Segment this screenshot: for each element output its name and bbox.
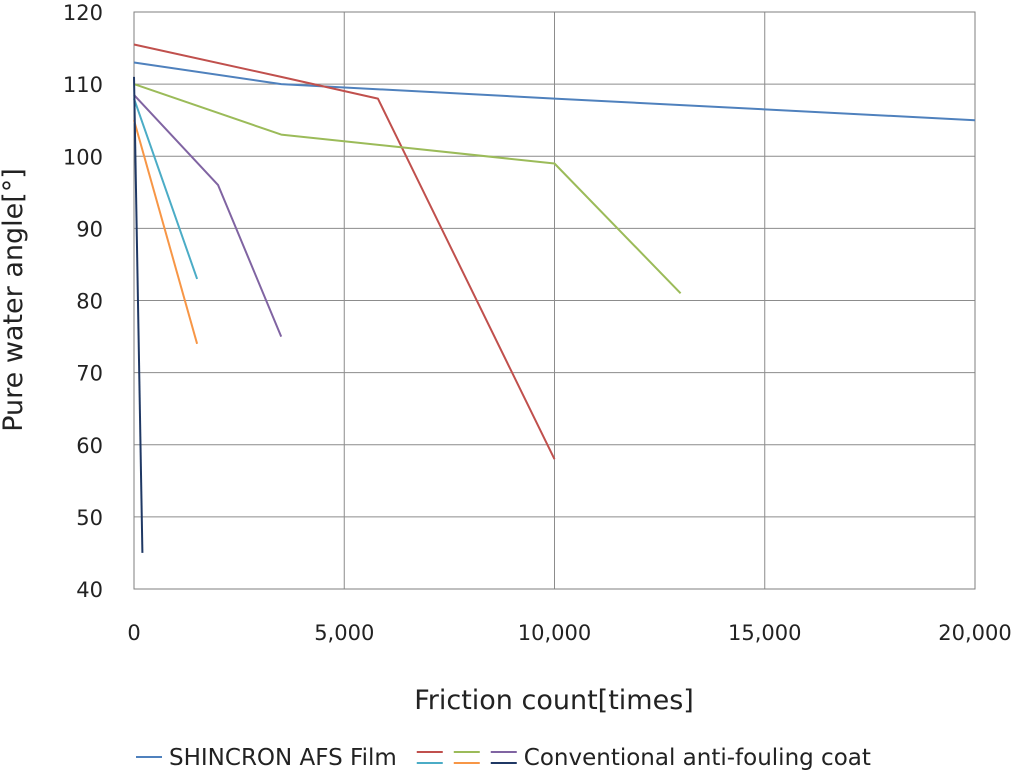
axes bbox=[133, 11, 976, 590]
y-tick-label: 80 bbox=[76, 290, 103, 314]
series-line-5 bbox=[133, 98, 199, 280]
y-tick-label: 90 bbox=[76, 217, 103, 241]
x-tick-label: 5,000 bbox=[314, 621, 374, 645]
series-lines bbox=[133, 43, 976, 553]
x-tick-label: 20,000 bbox=[938, 621, 1011, 645]
x-tick-label: 10,000 bbox=[518, 621, 591, 645]
tick-labels: 40 50 60 70 80 90 100 110 120 0 5,000 10,000 15,000 2… bbox=[63, 1, 1012, 645]
y-tick-label: 70 bbox=[76, 362, 103, 386]
plot-border bbox=[133, 11, 976, 590]
series-line-4 bbox=[133, 94, 283, 337]
y-tick-label: 50 bbox=[76, 506, 103, 530]
x-axis-title: Friction count[times] bbox=[414, 685, 694, 716]
y-tick-label: 60 bbox=[76, 434, 103, 458]
legend-label: Conventional anti-fouling coat bbox=[524, 745, 871, 771]
y-tick-label: 110 bbox=[63, 73, 103, 97]
legend: SHINCRON AFS Film Conventional anti-fouli… bbox=[136, 745, 871, 771]
series-line-7 bbox=[133, 76, 144, 553]
legend-label: SHINCRON AFS Film bbox=[169, 745, 397, 771]
y-tick-label: 100 bbox=[63, 145, 103, 169]
y-tick-label: 40 bbox=[76, 578, 103, 602]
series-line-6 bbox=[133, 119, 199, 345]
series-line-3 bbox=[133, 83, 682, 294]
y-axis-title: Pure water angle[°] bbox=[0, 168, 29, 432]
y-tick-label: 120 bbox=[63, 1, 103, 25]
x-tick-label: 0 bbox=[127, 621, 140, 645]
series-line-1 bbox=[133, 61, 976, 122]
series-line-2 bbox=[133, 43, 556, 460]
x-tick-label: 15,000 bbox=[728, 621, 801, 645]
